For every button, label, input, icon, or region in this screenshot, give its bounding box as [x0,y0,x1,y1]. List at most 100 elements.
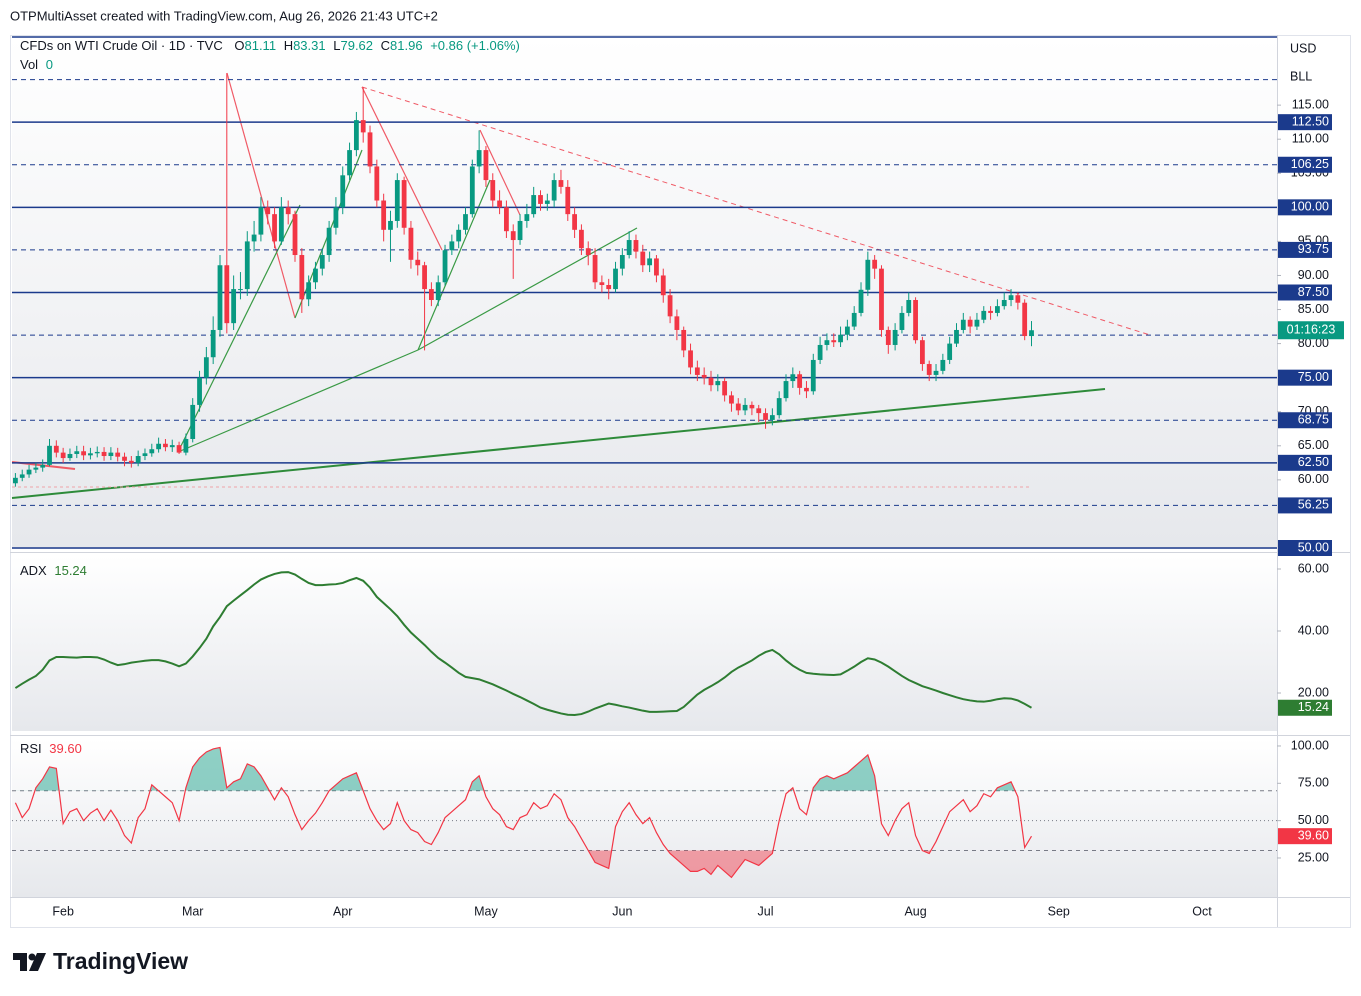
candle-body [619,255,625,269]
candle-body [128,460,134,463]
candle-body [558,180,564,187]
candle-body [844,326,850,335]
currency: USD [1290,41,1316,55]
candle-body [401,180,407,228]
candle-body [463,214,468,230]
candle-body [701,374,707,378]
candle-body [456,229,462,242]
y-tick-label: 40.00 [1298,623,1329,637]
candle-body [442,250,448,283]
candle-body [265,207,271,215]
level-label-box [1278,454,1332,471]
candle-body [579,229,584,249]
candle-body [933,370,939,375]
candle-body [142,453,148,457]
candle-body [865,259,871,290]
level-label: 106.25 [1291,157,1329,171]
candle-body [319,255,325,269]
ohlc-key: L [333,38,340,53]
adx-value: 15.24 [54,563,87,578]
trend-line [417,179,491,351]
candle-body [551,180,557,201]
candle-body [60,452,66,459]
candle-body [408,227,414,260]
level-label: 112.50 [1292,114,1329,128]
candle-body [13,477,18,484]
candle-body [278,207,284,242]
candle-body [490,180,496,201]
candle-body [210,329,216,358]
candle-body [135,456,141,463]
y-tick-label: 110.00 [1292,131,1329,145]
candle-body [497,200,502,208]
candle-body [688,350,693,368]
candle-body [326,227,332,256]
candle-body [1008,295,1014,300]
candle-body [81,451,87,456]
level-label-box [1278,497,1332,514]
candle-body [538,195,543,204]
candle-body [838,334,843,343]
trend-line [417,227,638,351]
ohlc-value: 79.62 [340,38,373,53]
candle-body [504,207,509,232]
candle-body [790,374,796,382]
level-label-box [1278,199,1332,216]
unit: BLL [1290,69,1312,83]
candle-body [585,248,591,256]
candle-body [435,282,441,300]
y-tick-label: 60.00 [1298,561,1329,575]
candle-body [954,329,959,344]
candle-body [947,343,953,360]
candle-body [374,166,380,201]
trend-line [226,72,296,319]
candle-body [510,231,516,241]
candle-body [749,404,755,409]
candle-body [47,445,52,465]
candle-body [292,214,298,256]
level-label-box [1278,284,1332,301]
candle-body [572,214,578,230]
candle-body [988,310,993,313]
candle-body [428,289,434,300]
candle-body [626,240,632,256]
candle-body [674,316,680,330]
candle-body [176,445,182,453]
x-tick-label: Oct [1192,904,1212,918]
candle-body [851,312,857,327]
level-label: 100.00 [1291,200,1329,214]
volume-key: Vol [20,57,38,72]
candle-body [422,265,427,290]
candle-body [224,265,230,324]
candle-body [613,268,618,290]
last-value-label: 15.24 [1298,700,1329,714]
rsi-value: 39.60 [49,741,82,756]
candle-body [776,398,782,416]
candle-body [919,340,925,365]
y-tick-label: 50.00 [1298,813,1329,827]
candle-body [53,445,59,453]
candle-body [797,374,803,388]
candle-body [681,329,687,351]
candle-body [940,359,946,371]
candle-body [756,408,762,414]
y-tick-label: 65.00 [1298,438,1329,452]
candle-body [783,381,789,399]
candle-body [449,241,455,251]
candle-body [592,255,598,283]
candle-body [67,453,73,459]
level-label-box [1278,540,1332,556]
candle-body [115,452,121,457]
candle-body [531,195,537,215]
symbol: CFDs on WTI Crude Oil · 1D · TVC [20,38,223,53]
y-tick-label: 75.00 [1298,776,1329,790]
candle-body [340,175,346,208]
logo-mark [29,953,46,971]
candle-body [913,299,918,341]
rsi-legend: RSI 39.60 [20,741,82,756]
candle-body [817,344,823,360]
candle-body [660,275,666,296]
level-label-box [1278,241,1332,258]
candle-body [74,451,80,454]
